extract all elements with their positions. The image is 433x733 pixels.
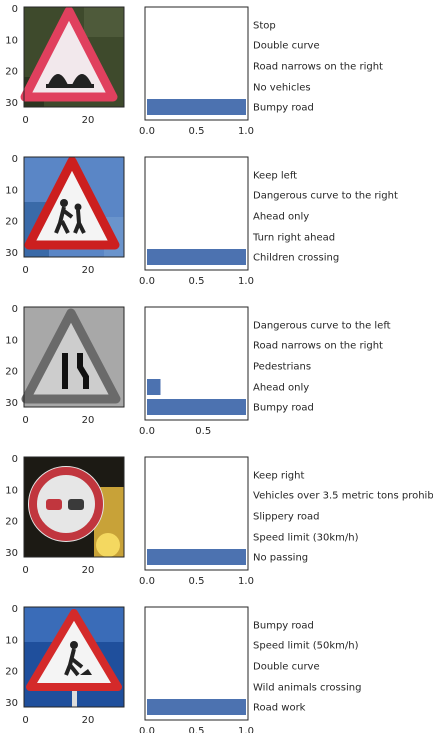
category-label: Slippery road bbox=[253, 512, 319, 523]
image-xtick-label: 0 bbox=[22, 415, 28, 426]
bar-xtick-label: 1.0 bbox=[238, 126, 254, 137]
image-frame bbox=[23, 6, 125, 108]
image-ytick-label: 10 bbox=[5, 35, 18, 46]
bar-xtick-label: 0.0 bbox=[139, 426, 155, 437]
image-xtick-label: 0 bbox=[22, 715, 28, 726]
category-label: Ahead only bbox=[253, 383, 309, 394]
bar-xtick-label: 1.0 bbox=[238, 726, 254, 733]
image-ytick-label: 30 bbox=[5, 248, 18, 259]
image-ytick-label: 20 bbox=[5, 517, 18, 528]
prediction-panel: 0 20 0 10 20 30 Keep left Dangerous curve to th… bbox=[5, 154, 398, 287]
bar-xtick-label: 0.5 bbox=[195, 426, 211, 437]
image-ytick-label: 20 bbox=[5, 667, 18, 678]
category-label: Ahead only bbox=[253, 212, 309, 223]
category-label: Road work bbox=[253, 703, 306, 714]
image-ytick-label: 10 bbox=[5, 185, 18, 196]
category-label: No passing bbox=[253, 553, 308, 564]
image-ytick-label: 0 bbox=[12, 604, 18, 615]
bumpy-road-sign-icon bbox=[20, 6, 125, 108]
image-ytick-label: 10 bbox=[5, 335, 18, 346]
prediction-panel: 0 20 0 10 20 30 Bumpy road Speed limit (50km/h)… bbox=[5, 604, 361, 733]
children-crossing-sign-icon bbox=[23, 156, 125, 258]
bar bbox=[147, 399, 246, 415]
image-ytick-label: 20 bbox=[5, 367, 18, 378]
category-label: Stop bbox=[253, 21, 276, 32]
no-passing-sign-icon bbox=[23, 456, 125, 558]
bar-xtick-label: 0.0 bbox=[139, 276, 155, 287]
bar bbox=[147, 379, 161, 395]
image-ytick-label: 30 bbox=[5, 98, 18, 109]
bar-xtick-label: 0.5 bbox=[189, 276, 205, 287]
bar-xtick-label: 1.0 bbox=[238, 576, 254, 587]
category-label: Children crossing bbox=[253, 253, 339, 264]
image-ytick-label: 10 bbox=[5, 635, 18, 646]
image-ytick-label: 0 bbox=[12, 454, 18, 465]
image-xtick-label: 20 bbox=[82, 715, 95, 726]
category-label: Keep left bbox=[253, 171, 297, 182]
category-label: Keep right bbox=[253, 471, 304, 482]
bar-xtick-label: 0.5 bbox=[189, 126, 205, 137]
category-label: Speed limit (30km/h) bbox=[253, 533, 359, 544]
category-label: Double curve bbox=[253, 662, 320, 673]
image-ytick-label: 20 bbox=[5, 67, 18, 78]
image-ytick-label: 0 bbox=[12, 4, 18, 15]
category-label: Turn right ahead bbox=[252, 233, 335, 244]
prediction-panel: 0 20 0 10 20 30 Stop Double curve Road narrows o… bbox=[5, 4, 383, 137]
category-label: Bumpy road bbox=[253, 621, 314, 632]
prediction-panel: 0 20 0 10 20 30 Keep right Vehicles over 3.5 me… bbox=[5, 454, 433, 587]
road-work-sign-icon bbox=[23, 606, 125, 708]
image-ytick-label: 30 bbox=[5, 398, 18, 409]
image-ytick-label: 30 bbox=[5, 698, 18, 709]
bar-xtick-label: 0.0 bbox=[139, 576, 155, 587]
bar bbox=[147, 549, 246, 565]
category-label: Dangerous curve to the right bbox=[253, 191, 398, 202]
image-xtick-label: 0 bbox=[22, 115, 28, 126]
bar-xtick-label: 0.5 bbox=[189, 576, 205, 587]
image-xtick-label: 20 bbox=[82, 415, 95, 426]
prediction-panel: 0 20 0 10 20 30 Dangerous curve to the left Roa… bbox=[5, 304, 390, 437]
bar-xtick-label: 1.0 bbox=[238, 276, 254, 287]
category-label: Pedestrians bbox=[253, 362, 311, 373]
image-xtick-label: 0 bbox=[22, 265, 28, 276]
image-frame bbox=[23, 156, 125, 258]
category-label: Vehicles over 3.5 metric tons prohibited bbox=[253, 491, 433, 502]
bar bbox=[147, 699, 246, 715]
image-ytick-label: 0 bbox=[12, 154, 18, 165]
category-label: No vehicles bbox=[253, 83, 311, 94]
category-label: Wild animals crossing bbox=[253, 683, 361, 694]
image-ytick-label: 30 bbox=[5, 548, 18, 559]
image-xtick-label: 20 bbox=[82, 565, 95, 576]
category-label: Bumpy road bbox=[253, 103, 314, 114]
bar bbox=[147, 249, 246, 265]
image-frame bbox=[23, 306, 125, 408]
bar-xtick-label: 0.5 bbox=[189, 726, 205, 733]
image-ytick-label: 20 bbox=[5, 217, 18, 228]
bar bbox=[147, 99, 246, 115]
image-frame bbox=[23, 606, 125, 708]
category-label: Road narrows on the right bbox=[253, 62, 383, 73]
category-label: Road narrows on the right bbox=[253, 341, 383, 352]
image-xtick-label: 20 bbox=[82, 265, 95, 276]
image-xtick-label: 0 bbox=[22, 565, 28, 576]
category-label: Dangerous curve to the left bbox=[253, 321, 391, 332]
category-label: Double curve bbox=[253, 41, 320, 52]
category-label: Speed limit (50km/h) bbox=[253, 641, 359, 652]
image-ytick-label: 0 bbox=[12, 304, 18, 315]
bar-xtick-label: 0.0 bbox=[139, 126, 155, 137]
image-ytick-label: 10 bbox=[5, 485, 18, 496]
road-narrows-sign-icon bbox=[21, 306, 125, 408]
image-frame bbox=[23, 456, 125, 558]
category-label: Bumpy road bbox=[253, 403, 314, 414]
bar-xtick-label: 0.0 bbox=[139, 726, 155, 733]
image-xtick-label: 20 bbox=[82, 115, 95, 126]
